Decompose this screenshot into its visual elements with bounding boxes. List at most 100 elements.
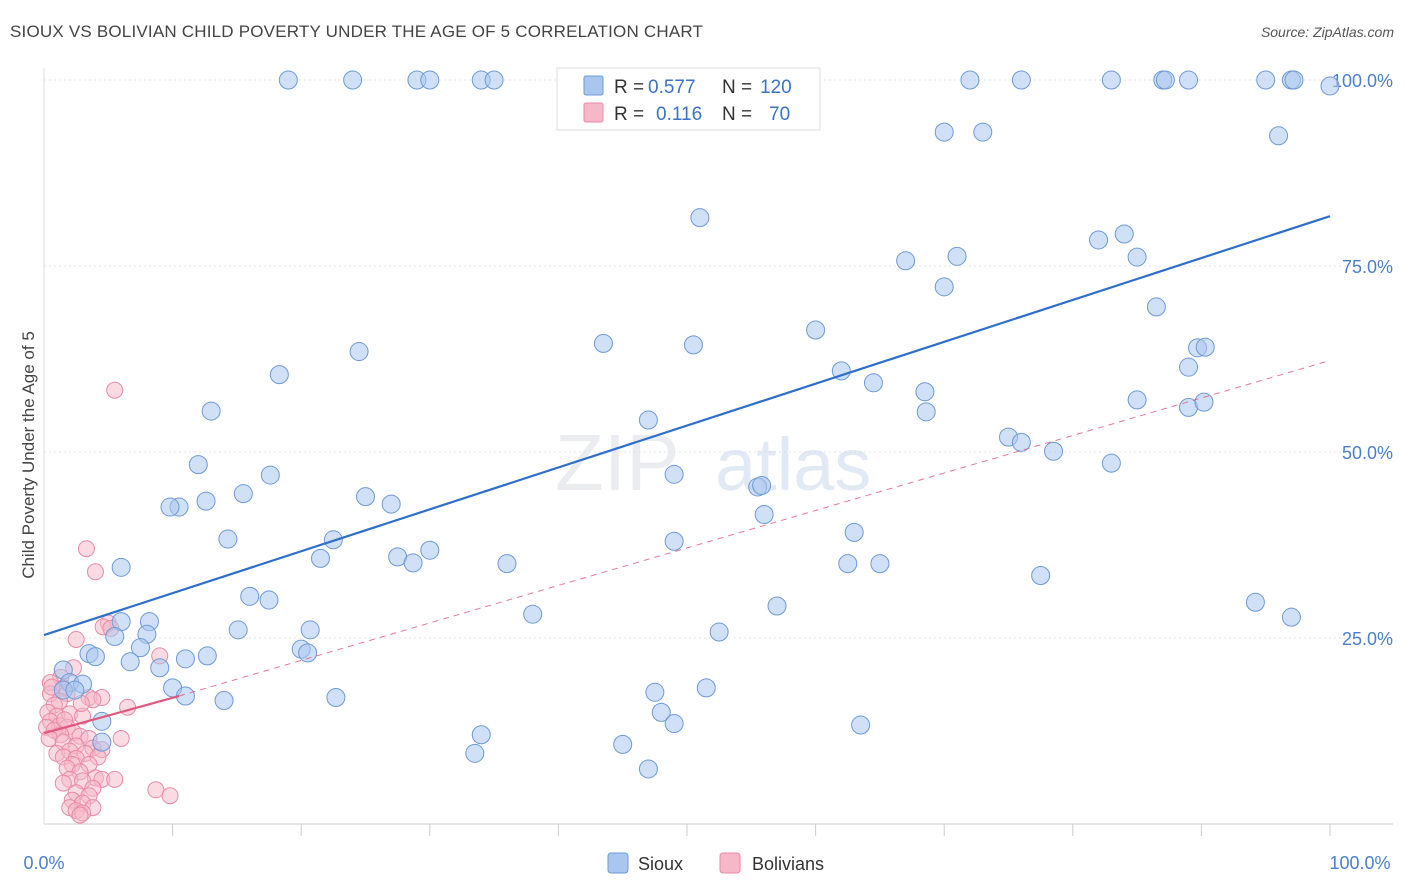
sioux-point-107 [851, 715, 871, 735]
x-tick-label-max: 100.0% [1329, 853, 1390, 873]
sioux-point-96 [150, 658, 170, 678]
sioux-point-67 [310, 548, 330, 568]
sioux-point-75 [240, 586, 260, 606]
sioux-point-66 [664, 531, 684, 551]
sioux-point-60 [754, 504, 774, 524]
sioux-point-105 [214, 690, 234, 710]
bolivians-point-53 [106, 770, 124, 788]
sioux-point-45 [1194, 392, 1214, 412]
sioux-point-0 [278, 70, 298, 90]
sioux-point-17 [1320, 76, 1340, 96]
sioux-point-86 [105, 627, 125, 647]
sioux-point-84 [300, 620, 320, 640]
sioux-point-83 [228, 620, 248, 640]
sioux-point-106 [645, 682, 665, 702]
sioux-point-40 [201, 401, 221, 421]
sioux-point-59 [381, 494, 401, 514]
sioux-point-73 [1031, 566, 1051, 586]
legend-swatch-bolivians [583, 102, 604, 123]
sioux-point-9 [1011, 70, 1031, 90]
sioux-point-34 [1195, 337, 1215, 357]
sioux-point-49 [1101, 453, 1121, 473]
sioux-point-30 [593, 333, 613, 353]
sioux-point-22 [1089, 230, 1109, 250]
bolivians-point-6 [67, 630, 85, 648]
sioux-point-38 [915, 382, 935, 402]
sioux-point-24 [896, 251, 916, 271]
sioux-point-116 [696, 678, 716, 698]
sioux-point-115 [638, 759, 658, 779]
sioux-point-65 [844, 522, 864, 542]
sioux-point-3 [420, 70, 440, 90]
legend-r-value-sioux: 0.577 [648, 77, 696, 98]
y-tick-label-50: 50.0% [1342, 443, 1393, 463]
sioux-point-19 [973, 122, 993, 142]
x-tick-label-min: 0.0% [23, 853, 64, 873]
sioux-point-95 [120, 652, 140, 672]
y-tick-label-75: 75.0% [1342, 257, 1393, 277]
sioux-point-101 [65, 680, 85, 700]
sioux-point-77 [767, 596, 787, 616]
sioux-point-110 [471, 725, 491, 745]
bottom-legend-swatch-bolivians [719, 852, 741, 874]
y-axis-title: Child Poverty Under the Age of 5 [19, 331, 38, 579]
sioux-point-20 [1269, 126, 1289, 146]
sioux-point-50 [188, 455, 208, 475]
sioux-point-79 [1281, 607, 1301, 627]
sioux-point-108 [651, 702, 671, 722]
sioux-point-8 [960, 70, 980, 90]
legend-box: R = 0.577 N = 120 R = 0.116 N = 70 [556, 67, 821, 131]
sioux-point-31 [683, 335, 703, 355]
sioux-point-13 [1179, 70, 1199, 90]
sioux-point-36 [831, 361, 851, 381]
sioux-point-85 [709, 622, 729, 642]
sioux-point-27 [934, 277, 954, 297]
sioux-trend-line [43, 215, 1331, 637]
sioux-point-54 [752, 475, 772, 495]
legend-r-label-bolivians: R = [614, 104, 644, 125]
sioux-point-113 [613, 734, 633, 754]
sioux-point-32 [806, 320, 826, 340]
sioux-point-71 [838, 554, 858, 574]
sioux-point-78 [1245, 592, 1265, 612]
sioux-points [53, 70, 1340, 779]
sioux-point-88 [130, 638, 150, 658]
sioux-point-35 [269, 365, 289, 385]
sioux-point-76 [259, 590, 279, 610]
chart-title: SIOUX VS BOLIVIAN CHILD POVERTY UNDER TH… [10, 22, 704, 41]
sioux-point-94 [85, 647, 105, 667]
bolivians-trend-line [43, 694, 180, 735]
sioux-point-58 [356, 487, 375, 507]
sioux-point-109 [664, 714, 684, 734]
sioux-point-12 [1155, 70, 1175, 90]
sioux-point-43 [1127, 390, 1147, 410]
bottom-legend-swatch-sioux [607, 852, 629, 874]
sioux-point-21 [690, 208, 710, 228]
sioux-point-64 [420, 540, 440, 560]
sioux-point-114 [465, 743, 485, 763]
bolivians-point-59 [161, 787, 179, 805]
sioux-point-25 [947, 246, 967, 266]
bottom-legend-label-bolivians: Bolivians [752, 854, 824, 874]
y-tick-labels: 25.0% 50.0% 75.0% 100.0% [1332, 71, 1393, 649]
bolivians-point-1 [77, 540, 95, 558]
sioux-point-1 [343, 70, 363, 90]
bolivians-point-66 [71, 806, 89, 824]
sioux-point-10 [1101, 70, 1121, 90]
sioux-point-26 [1127, 247, 1147, 267]
source-credit: Source: ZipAtlas.com [1260, 24, 1394, 40]
y-tick-label-100: 100.0% [1332, 71, 1393, 91]
bolivians-point-54 [54, 774, 72, 792]
sioux-point-48 [1044, 441, 1064, 461]
sioux-point-69 [403, 553, 423, 573]
sioux-point-37 [863, 373, 883, 393]
sioux-point-70 [497, 554, 517, 574]
sioux-point-90 [197, 646, 217, 666]
sioux-point-5 [484, 70, 504, 90]
legend-n-label-bolivians: N = [722, 104, 752, 125]
bolivians-point-0 [106, 381, 124, 399]
bolivians-points [38, 381, 179, 824]
sioux-point-29 [349, 342, 369, 362]
sioux-point-41 [916, 402, 936, 422]
